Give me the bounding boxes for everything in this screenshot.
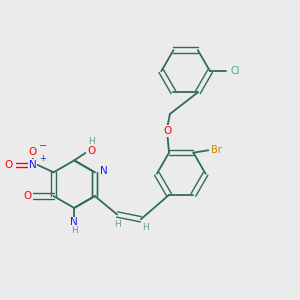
Text: H: H xyxy=(88,136,94,146)
Text: H: H xyxy=(142,223,149,232)
Text: N: N xyxy=(100,166,108,176)
Text: Br: Br xyxy=(211,145,222,155)
Text: Cl: Cl xyxy=(231,66,240,76)
Text: N: N xyxy=(29,160,37,170)
Text: H: H xyxy=(71,226,78,235)
Text: +: + xyxy=(39,154,46,163)
Text: O: O xyxy=(164,126,172,136)
Text: O: O xyxy=(23,191,32,201)
Text: N: N xyxy=(70,217,78,227)
Text: −: − xyxy=(39,141,47,152)
Text: O: O xyxy=(87,146,95,156)
Text: O: O xyxy=(4,160,13,170)
Text: H: H xyxy=(114,220,121,229)
Text: O: O xyxy=(29,147,37,158)
